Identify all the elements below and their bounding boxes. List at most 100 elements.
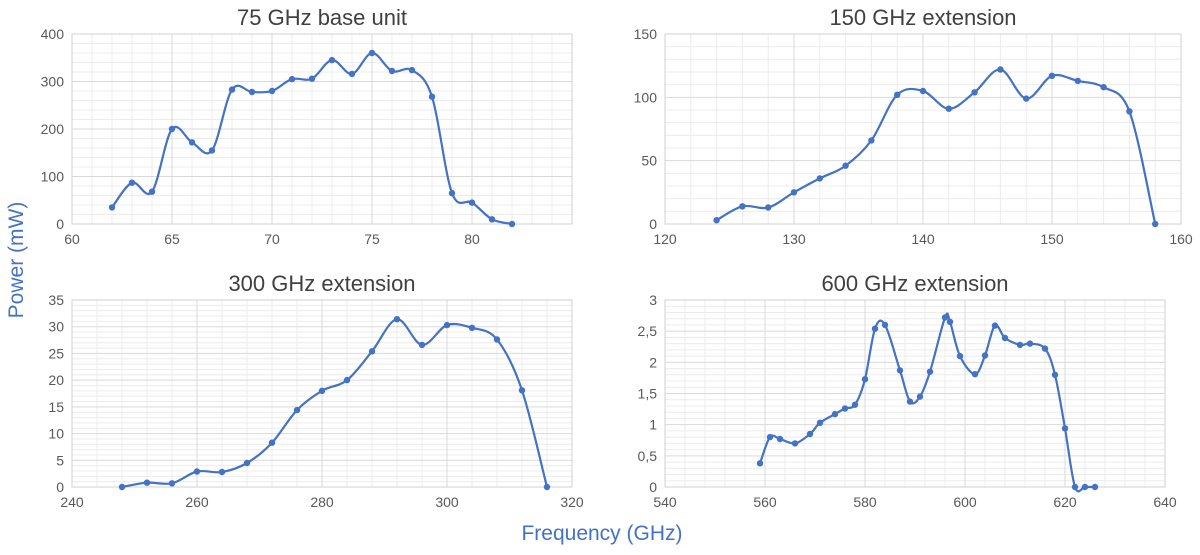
data-point: [268, 87, 276, 95]
y-tick-label: 100: [41, 169, 65, 185]
chart-panel-2: 120 130 140 150 160 0 50 100 150 150 GHz extensio…: [634, 5, 1193, 247]
y-tick-label: 1,5: [638, 386, 658, 402]
data-point: [831, 410, 839, 418]
x-tick-label: 260: [185, 494, 209, 510]
x-tick-label: 580: [853, 494, 877, 510]
data-point: [148, 188, 156, 195]
data-point: [368, 348, 376, 355]
y-tick-label: 5: [56, 452, 64, 468]
data-point: [946, 318, 954, 325]
data-point: [143, 479, 151, 486]
data-point: [508, 220, 516, 228]
data-point: [328, 56, 336, 64]
data-point: [1100, 84, 1107, 91]
data-point: [1091, 483, 1099, 491]
x-tick-label: 120: [653, 231, 677, 247]
x-tick-label: 70: [264, 231, 280, 247]
data-point: [243, 459, 251, 467]
data-point: [945, 105, 952, 112]
data-point: [1051, 371, 1059, 378]
x-tick-label: 560: [753, 494, 777, 510]
data-point: [713, 217, 720, 224]
data-point: [906, 398, 914, 405]
y-tick-label: 0: [56, 479, 64, 495]
data-point: [1081, 483, 1089, 491]
x-tick-label: 280: [310, 494, 334, 510]
y-tick-label: 2: [649, 354, 657, 370]
data-point: [493, 336, 501, 343]
data-point: [388, 67, 396, 75]
data-point: [765, 204, 772, 211]
data-point: [916, 393, 924, 400]
data-point: [1001, 334, 1009, 342]
data-point: [1022, 95, 1030, 102]
data-point: [208, 147, 216, 154]
data-point: [1061, 425, 1069, 432]
data-point: [393, 316, 401, 323]
data-point: [894, 91, 901, 99]
data-point: [293, 406, 301, 414]
y-tick-label: 150: [634, 26, 658, 42]
data-point: [739, 203, 746, 210]
data-point: [791, 440, 799, 447]
plot-area: [71, 33, 573, 225]
x-axis-label: Frequency (GHz): [521, 522, 682, 545]
data-point: [776, 435, 784, 443]
data-point: [188, 139, 196, 146]
data-point: [1048, 72, 1056, 80]
chart-title: 600 GHz extension: [821, 271, 1008, 296]
data-point: [871, 325, 879, 332]
y-tick-label: 10: [48, 426, 64, 442]
data-point: [448, 189, 456, 197]
x-tick-label: 80: [464, 231, 480, 247]
data-point: [248, 88, 256, 96]
x-tick-label: 140: [911, 231, 935, 247]
series-line: [121, 318, 549, 489]
data-point: [468, 324, 476, 331]
data-point: [543, 483, 551, 491]
data-point: [806, 430, 814, 438]
x-tick-label: 75: [364, 231, 380, 247]
x-tick-label: 160: [1169, 231, 1193, 247]
x-tick-label: 240: [60, 494, 84, 510]
data-point: [518, 387, 526, 394]
chart-panel-1: 60 65 70 75 80 0 100 200 300 400 75 GHz base unit: [41, 5, 573, 247]
data-point: [408, 66, 416, 74]
data-point: [981, 352, 989, 359]
data-point: [816, 175, 823, 182]
x-tick-label: 540: [653, 494, 677, 510]
data-point: [228, 86, 236, 93]
data-point: [418, 341, 426, 349]
data-point: [218, 468, 226, 476]
x-tick-label: 320: [560, 494, 584, 510]
data-point: [1041, 345, 1049, 352]
data-point: [956, 352, 964, 360]
plot-area: [664, 33, 1182, 225]
y-tick-label: 35: [48, 292, 64, 308]
data-point: [868, 137, 875, 144]
data-point: [168, 480, 176, 487]
y-tick-label: 2,5: [638, 323, 658, 339]
y-tick-label: 0,5: [638, 448, 658, 464]
data-point: [790, 189, 798, 196]
data-point: [997, 66, 1004, 73]
data-point: [343, 376, 351, 384]
y-tick-label: 100: [634, 89, 658, 105]
x-tick-label: 640: [1153, 494, 1177, 510]
chart-title: 150 GHz extension: [829, 5, 1016, 30]
data-point: [488, 216, 496, 223]
y-tick-label: 200: [41, 121, 65, 137]
x-tick-label: 60: [64, 231, 80, 247]
data-point: [841, 405, 849, 412]
data-point: [368, 49, 376, 57]
data-point: [1071, 483, 1079, 491]
y-tick-label: 300: [41, 74, 65, 90]
chart-title: 75 GHz base unit: [237, 5, 407, 30]
chart-panel-3: 240 260 280 300 320 0 5 10 15 20 25 30 35 300 GHz ext…: [48, 271, 583, 510]
data-point: [108, 204, 116, 211]
data-point: [941, 314, 949, 321]
data-point: [468, 199, 476, 206]
y-axis-label: Power (mW): [5, 202, 28, 319]
data-point: [842, 162, 849, 169]
